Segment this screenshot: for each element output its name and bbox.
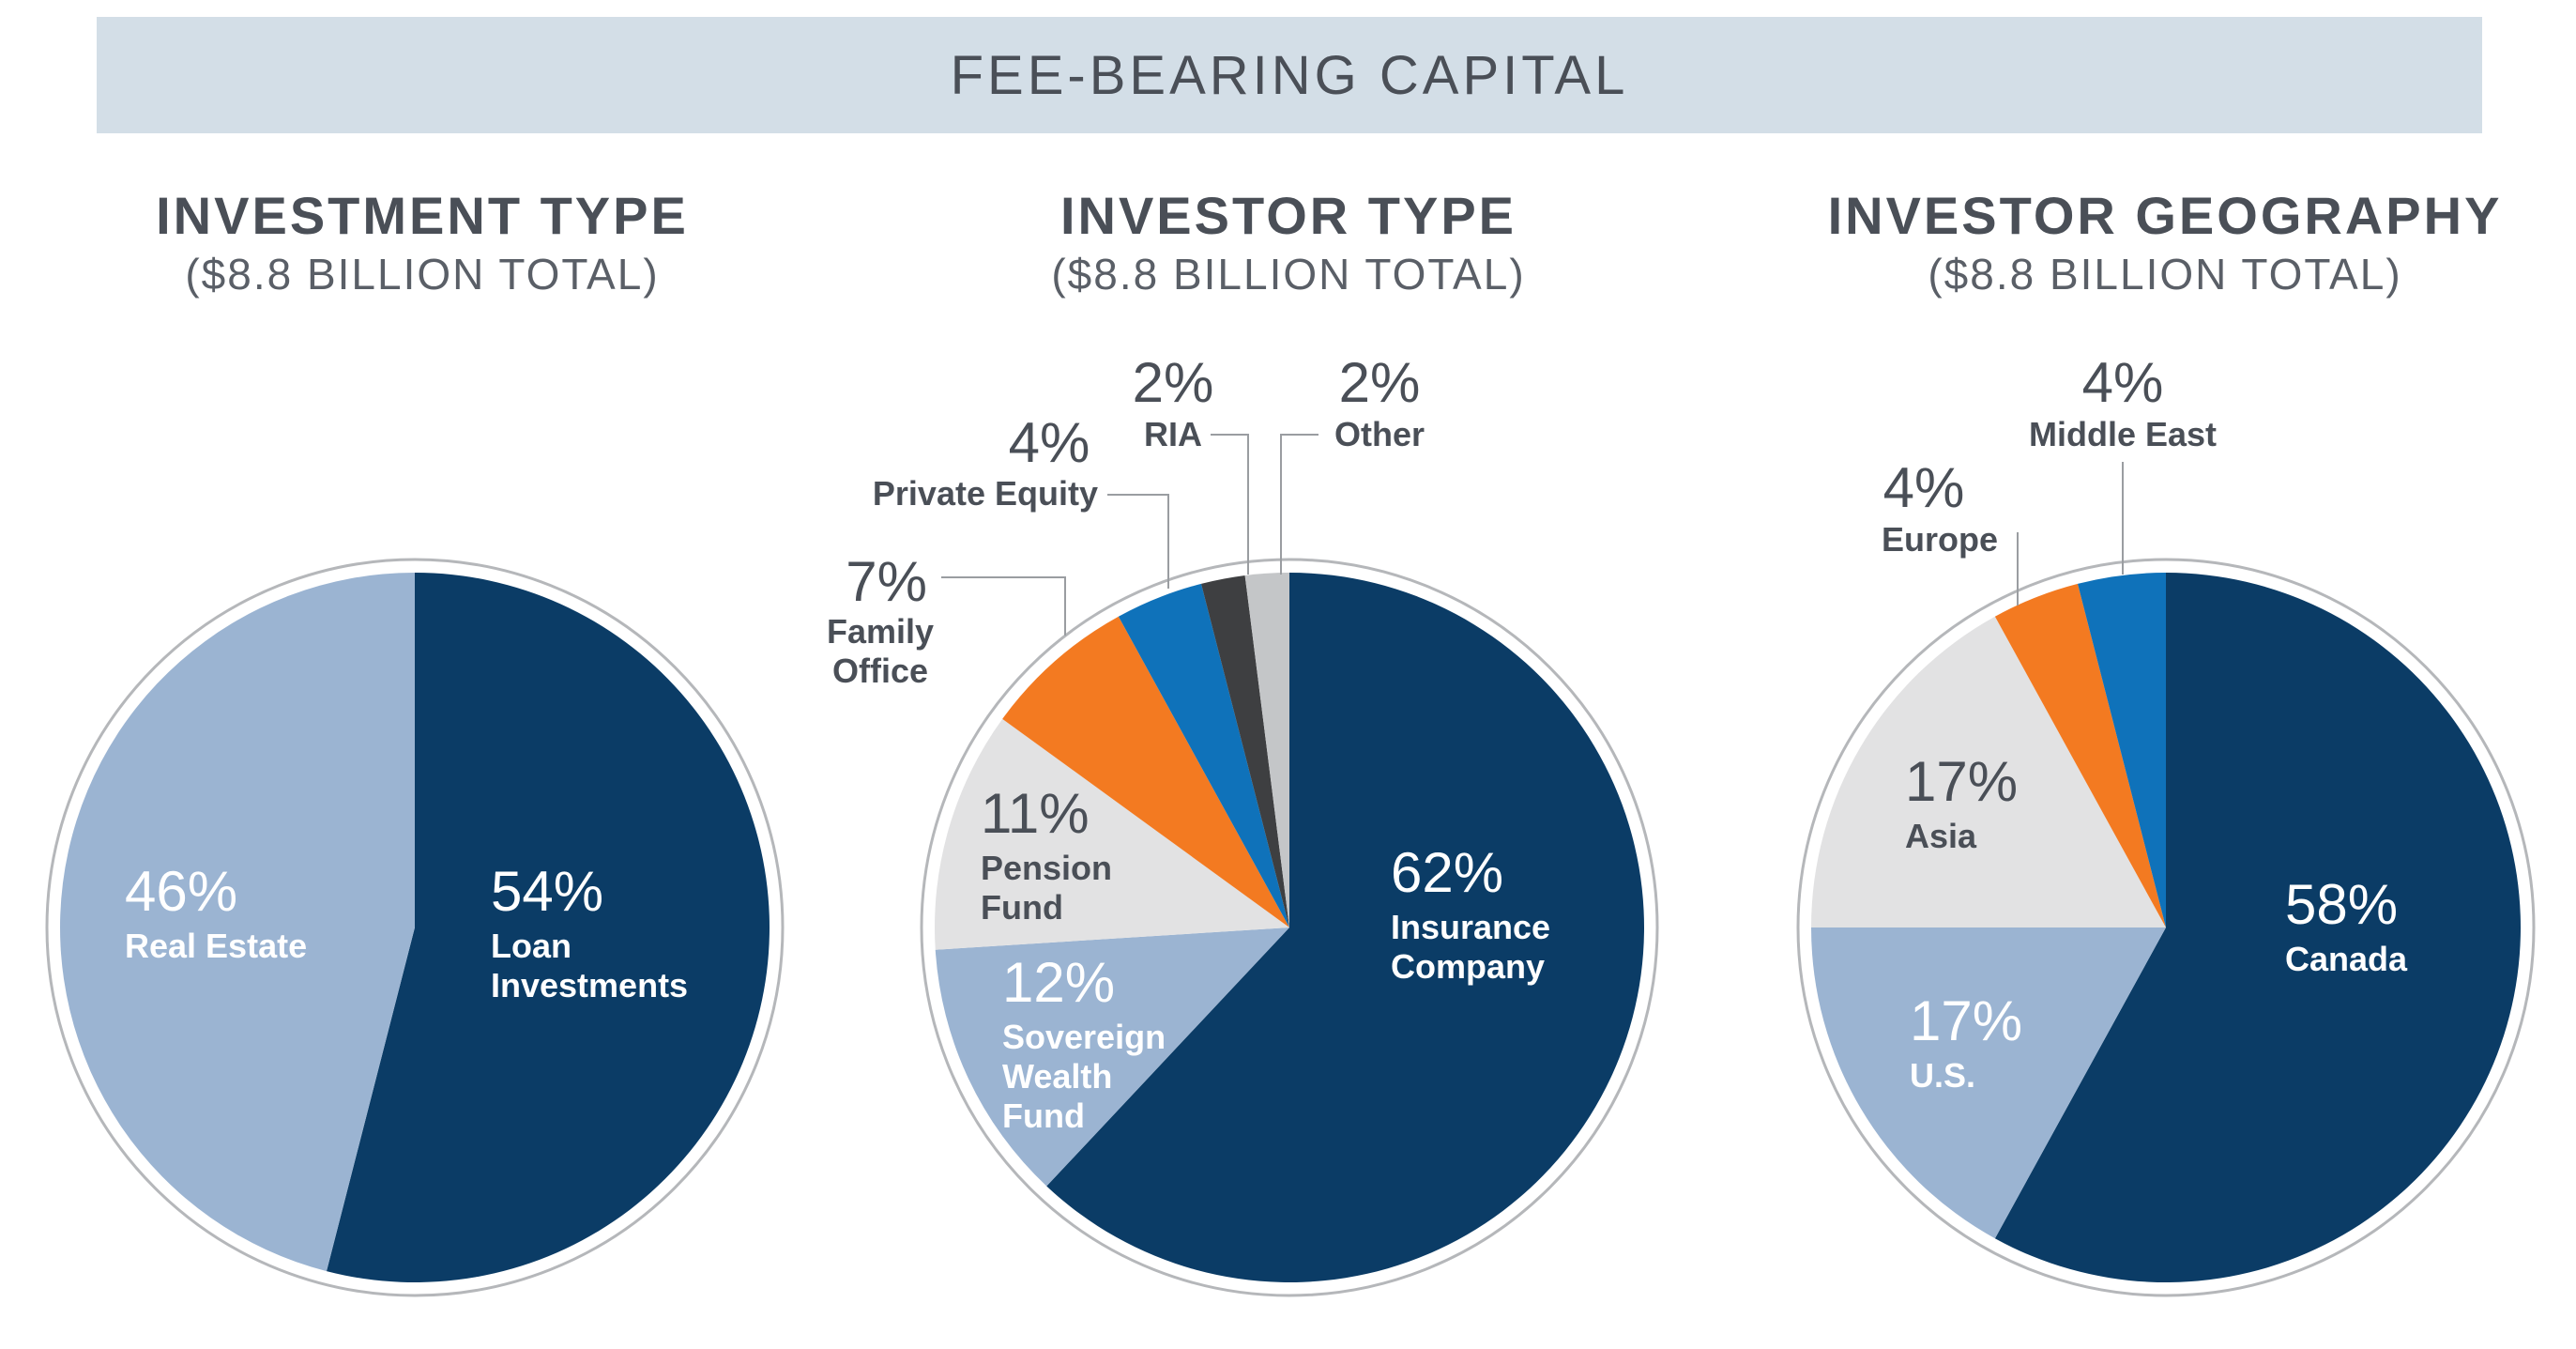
pie-slice-europe <box>1994 583 2166 927</box>
slice-label-canada: 58% Canada <box>2285 873 2408 978</box>
chart-subtitle-investment-type: ($8.8 BILLION TOTAL) <box>185 250 660 299</box>
slice-label-real-estate: 46% Real Estate <box>125 860 307 965</box>
category-label: Fund <box>1002 1096 1085 1135</box>
pie-slice-middle-east <box>2077 573 2166 927</box>
page-title: FEE-BEARING CAPITAL <box>950 44 1629 106</box>
chart-title-investor-geography: INVESTOR GEOGRAPHY <box>1827 186 2503 245</box>
pie-slice-other <box>1244 573 1289 927</box>
pct-label: 2% <box>1133 351 1214 414</box>
pie-slice-pension-fund <box>935 718 1289 950</box>
pie-slice-u-s <box>1811 927 2166 1239</box>
chart-title-investment-type: INVESTMENT TYPE <box>156 186 689 245</box>
pct-label: 4% <box>1009 411 1090 474</box>
category-label: Canada <box>2285 940 2408 978</box>
pct-label: 17% <box>1905 750 2018 813</box>
pct-label: 4% <box>2082 351 2164 414</box>
category-label: Loan <box>491 927 572 965</box>
pie-slice-insurance-company <box>1046 573 1644 1282</box>
pie-investor-geography: 58%Canada17%U.S.17%Asia4%Europe4%Middle … <box>1796 351 2536 1297</box>
pie-slice-loan-investments <box>326 573 770 1282</box>
category-label: Asia <box>1905 817 1977 855</box>
category-label: Insurance <box>1391 908 1550 946</box>
category-label: Company <box>1391 947 1545 986</box>
pie-slice-private-equity <box>1118 583 1289 927</box>
pie-investor-type: 62%InsuranceCompany12%SovereignWealthFun… <box>827 351 1659 1297</box>
category-label: Investments <box>491 966 688 1004</box>
pie-slice-sovereign-wealth-fund <box>935 927 1289 1187</box>
slice-label-u-s: 17% U.S. <box>1910 989 2022 1095</box>
pie-slice-real-estate <box>60 573 415 1272</box>
slice-label-ria: 2%RIA <box>1133 351 1249 575</box>
chart-subtitle-investor-geography: ($8.8 BILLION TOTAL) <box>1928 250 2402 299</box>
pct-label: 7% <box>846 550 927 613</box>
category-label: Other <box>1334 415 1425 453</box>
category-label: Wealth <box>1002 1057 1112 1096</box>
pct-label: 58% <box>2285 873 2398 936</box>
pct-label: 11% <box>981 782 1090 845</box>
category-label: RIA <box>1144 415 1202 453</box>
leader-line <box>1211 434 1249 575</box>
pie-slice-asia <box>1811 616 2166 927</box>
slice-label-middle-east: 4%Middle East <box>2029 351 2217 575</box>
category-label: Europe <box>1882 520 1998 559</box>
category-label: Real Estate <box>125 927 307 965</box>
category-label: Fund <box>981 888 1063 927</box>
category-label: U.S. <box>1910 1056 1975 1095</box>
category-label: Family <box>827 612 934 651</box>
pie-slice-family-office <box>1002 616 1289 927</box>
header-banner: FEE-BEARING CAPITAL <box>97 17 2482 133</box>
category-label: Pension <box>981 849 1112 887</box>
slice-label-other: 2%Other <box>1280 351 1425 575</box>
pct-label: 54% <box>491 860 603 923</box>
category-label: Private Equity <box>873 474 1098 513</box>
category-label: Middle East <box>2029 415 2217 453</box>
category-label: Sovereign <box>1002 1018 1166 1056</box>
pct-label: 4% <box>1883 456 1965 519</box>
pct-label: 17% <box>1910 989 2022 1052</box>
slice-label-asia: 17% Asia <box>1905 750 2018 855</box>
pct-label: 12% <box>1002 951 1115 1014</box>
leader-line <box>1280 434 1318 575</box>
pie-slice-canada <box>1994 573 2522 1282</box>
chart-title-investor-type: INVESTOR TYPE <box>1059 186 1517 245</box>
leader-line <box>941 576 1066 636</box>
slice-label-private-equity: 4%Private Equity <box>873 411 1169 589</box>
pie-slice-ria <box>1200 575 1289 927</box>
chart-subtitle-investor-type: ($8.8 BILLION TOTAL) <box>1051 250 1526 299</box>
pct-label: 2% <box>1339 351 1421 414</box>
pct-label: 62% <box>1391 841 1503 904</box>
slice-label-europe: 4%Europe <box>1882 456 2019 606</box>
pct-label: 46% <box>125 860 237 923</box>
category-label: Office <box>832 652 928 690</box>
leader-line <box>1107 494 1169 589</box>
